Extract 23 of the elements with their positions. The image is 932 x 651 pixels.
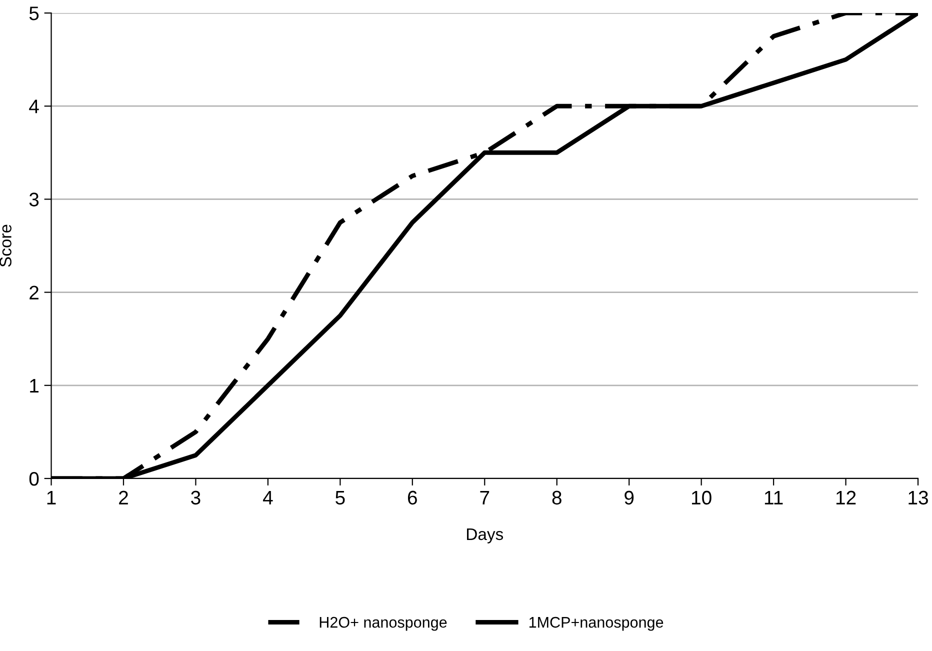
y-tick-label: 0: [29, 472, 39, 486]
x-tick-label: 2: [119, 490, 128, 504]
x-tick-label: 3: [191, 490, 200, 505]
x-tick-label: 12: [836, 490, 856, 504]
y-tick-label: 4: [29, 100, 39, 114]
x-axis-title: Days: [467, 528, 504, 544]
x-tick-label: 9: [624, 490, 634, 505]
y-tick-label: 2: [30, 286, 38, 300]
legend-label: H2O+ nanosponge: [320, 616, 447, 631]
x-tick-label: 5: [336, 491, 345, 505]
x-tick-label: 7: [480, 491, 490, 504]
x-tick-label: 1: [47, 491, 56, 504]
legend-label: 1MCP+nanosponge: [529, 616, 664, 631]
y-axis-title: Score: [0, 224, 12, 267]
x-tick-label: 13: [908, 490, 928, 505]
x-tick-label: 4: [262, 491, 273, 504]
x-tick-label: 10: [692, 490, 712, 505]
y-tick-label: 3: [29, 192, 39, 206]
x-tick-label: 11: [764, 491, 783, 504]
y-tick-label: 5: [29, 6, 39, 20]
x-tick-label: 8: [552, 490, 562, 505]
x-tick-label: 6: [408, 490, 417, 505]
y-tick-label: 1: [30, 379, 39, 392]
